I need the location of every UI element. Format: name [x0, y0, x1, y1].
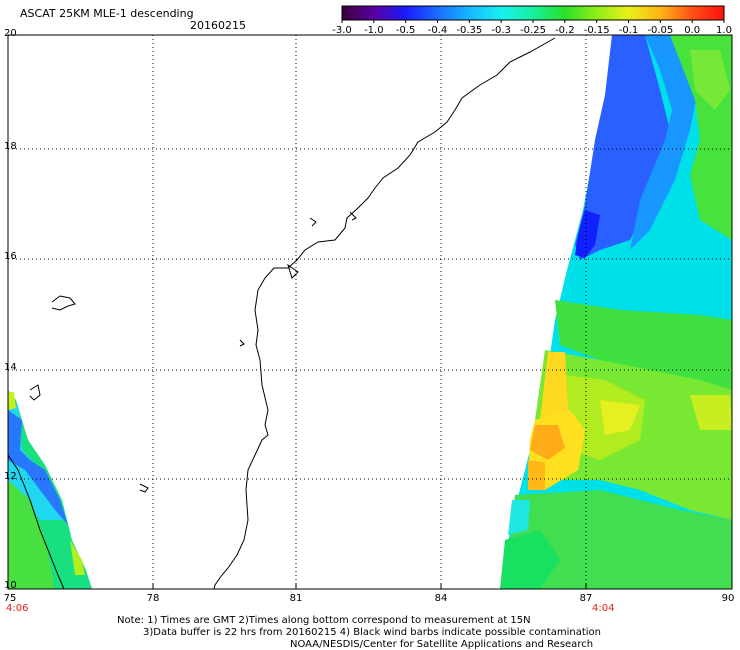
lat-label: 14 [4, 362, 17, 373]
map-frame [7, 34, 733, 590]
chart-title: ASCAT 25KM MLE-1 descending [20, 7, 194, 20]
colorbar-tick-label: -0.2 [555, 25, 575, 36]
colorbar-tick-label: -1.0 [364, 25, 384, 36]
lat-label: 16 [4, 251, 17, 262]
note-line-3: NOAA/NESDIS/Center for Satellite Applica… [290, 639, 594, 650]
colorbar-tick-label: -0.15 [583, 25, 610, 36]
lat-label: 12 [4, 471, 17, 482]
lon-label: 87 [579, 593, 593, 604]
lat-label: 10 [4, 580, 17, 591]
colorbar-tick-label: -0.5 [395, 25, 416, 36]
lon-label: 75 [3, 593, 17, 604]
colorbar [341, 5, 725, 23]
time-label-west: 4:06 [6, 603, 29, 614]
lat-label: 18 [4, 141, 17, 152]
east-swath [500, 35, 732, 589]
colorbar-tick-label: 0.0 [684, 25, 701, 36]
graticule [8, 35, 732, 589]
lon-label: 81 [289, 593, 303, 604]
note-line-1: Note: 1) Times are GMT 2)Times along bot… [117, 615, 531, 626]
lat-label: 20 [4, 28, 17, 39]
lon-label: 90 [721, 593, 735, 604]
colorbar-tick-label: -0.05 [647, 25, 674, 36]
colorbar-tick-label: -0.4 [427, 25, 448, 36]
time-label-east: 4:04 [592, 603, 615, 614]
chart-date: 20160215 [190, 19, 246, 32]
colorbar-tick-label: -0.25 [520, 25, 546, 36]
west-swath [8, 390, 92, 589]
colorbar-tick-label: 1.0 [716, 25, 732, 36]
lon-label: 78 [146, 593, 160, 604]
colorbar-gradient [341, 5, 725, 21]
colorbar-tick-label: -0.3 [491, 25, 511, 36]
colorbar-tick-label: -0.35 [456, 25, 483, 36]
colorbar-tick-label: -3.0 [332, 25, 352, 36]
coastline [7, 37, 556, 590]
lon-label: 84 [434, 593, 448, 604]
colorbar-tick-label: -0.1 [618, 25, 639, 36]
note-line-2: 3)Data buffer is 22 hrs from 20160215 4)… [143, 627, 601, 638]
